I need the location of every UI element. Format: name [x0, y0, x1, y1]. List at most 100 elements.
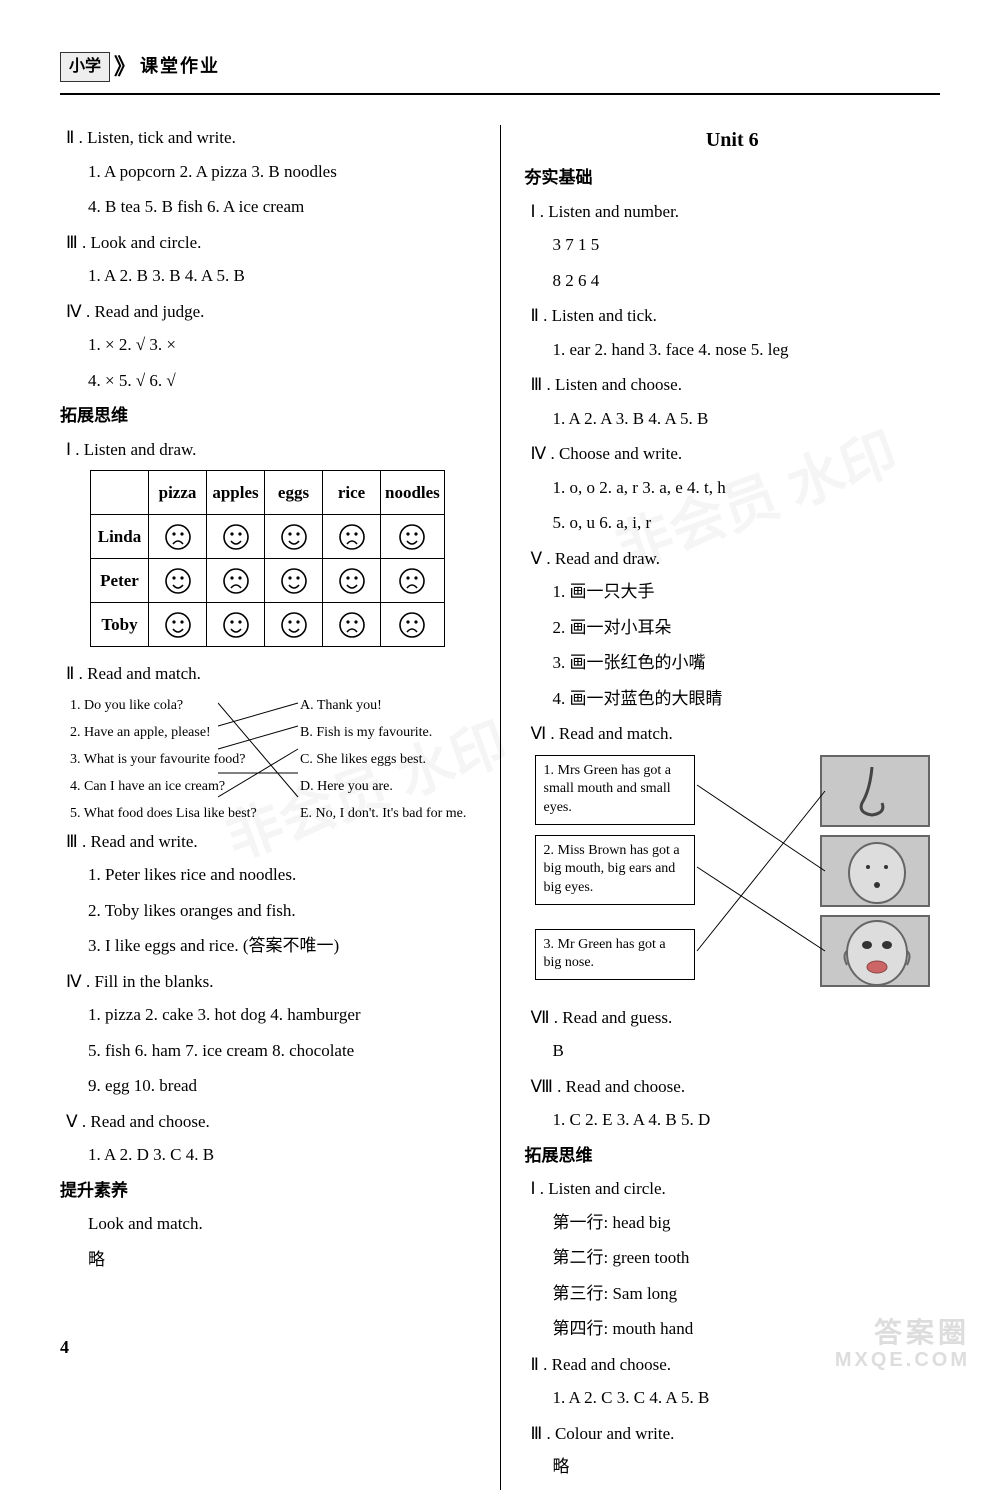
header-text: 课堂作业: [140, 53, 220, 80]
rm-box-2: 2. Miss Brown has got a big mouth, big e…: [535, 835, 695, 906]
q-rtz3-title: Ⅲ . Colour and write.: [525, 1421, 941, 1447]
match-lines: [218, 695, 318, 815]
q-r1-l2: 8 2 6 4: [525, 268, 941, 294]
happy-face-icon: [265, 603, 323, 647]
q-tz4-l2: 5. fish 6. ham 7. ice cream 8. chocolate: [60, 1038, 476, 1064]
q-tz3-l2: 2. Toby likes oranges and fish.: [60, 898, 476, 924]
read-match-block: 1. Mrs Green has got a small mouth and s…: [525, 755, 941, 995]
mr-a: A. Thank you!: [300, 695, 500, 716]
row-linda: Linda: [91, 515, 445, 559]
q-r1-l1: 3 7 1 5: [525, 232, 941, 258]
q-r4-l1: 1. o, o 2. a, r 3. a, e 4. t, h: [525, 475, 941, 501]
right-column: Unit 6 夯实基础 Ⅰ . Listen and number. 3 7 1…: [525, 125, 941, 1490]
q-ts1-l1: 略: [60, 1247, 476, 1273]
q-r5-l4: 4. 画一对蓝色的大眼睛: [525, 686, 941, 712]
left-tuozhan-heading: 拓展思维: [60, 403, 476, 429]
page-header: 小学 》 课堂作业: [60, 50, 940, 83]
q-l2-title: Ⅱ . Listen, tick and write.: [60, 125, 476, 151]
mr-e: E. No, I don't. It's bad for me.: [300, 803, 500, 824]
q-rtz3-l1: 略: [525, 1454, 941, 1480]
left-tisheng-heading: 提升素养: [60, 1178, 476, 1204]
wm-bot: MXQE.COM: [835, 1349, 970, 1371]
rm-box-1: 1. Mrs Green has got a small mouth and s…: [535, 755, 695, 826]
rm-box-3: 3. Mr Green has got a big nose.: [535, 929, 695, 981]
header-chevron: 》: [114, 50, 136, 83]
q-l2-line2: 4. B tea 5. B fish 6. A ice cream: [60, 194, 476, 220]
q-tz3-title: Ⅲ . Read and write.: [60, 829, 476, 855]
mr-b: B. Fish is my favourite.: [300, 722, 500, 743]
mr-c: C. She likes eggs best.: [300, 749, 500, 770]
sad-face-icon: [381, 559, 445, 603]
sad-face-icon: [149, 515, 207, 559]
happy-face-icon: [149, 603, 207, 647]
sad-face-icon: [323, 515, 381, 559]
row-toby: Toby: [91, 603, 445, 647]
row-name: Peter: [91, 559, 149, 603]
q-tz5-title: Ⅴ . Read and choose.: [60, 1109, 476, 1135]
q-r4-l2: 5. o, u 6. a, i, r: [525, 510, 941, 536]
row-name: Toby: [91, 603, 149, 647]
q-r8-title: Ⅷ . Read and choose.: [525, 1074, 941, 1100]
happy-face-icon: [381, 515, 445, 559]
th-apples: apples: [207, 471, 265, 515]
row-peter: Peter: [91, 559, 445, 603]
rm-img-face-big: [820, 915, 930, 987]
sad-face-icon: [207, 559, 265, 603]
wm-top: 答案圈: [874, 1317, 970, 1348]
happy-face-icon: [207, 515, 265, 559]
q-r4-title: Ⅳ . Choose and write.: [525, 441, 941, 467]
page-number: 4: [60, 1334, 69, 1361]
q-l3-line1: 1. A 2. B 3. B 4. A 5. B: [60, 263, 476, 289]
q-r7-title: Ⅶ . Read and guess.: [525, 1005, 941, 1031]
q-r5-l3: 3. 画一张红色的小嘴: [525, 650, 941, 676]
th-blank: [91, 471, 149, 515]
preference-table: pizza apples eggs rice noodles Linda Pet…: [90, 470, 445, 647]
q-tz4-l1: 1. pizza 2. cake 3. hot dog 4. hamburger: [60, 1002, 476, 1028]
q-tz3-l1: 1. Peter likes rice and noodles.: [60, 862, 476, 888]
q-l4-line2: 4. × 5. √ 6. √: [60, 368, 476, 394]
q-rtz1-title: Ⅰ . Listen and circle.: [525, 1176, 941, 1202]
rm-img-face-small: [820, 835, 930, 907]
q-l4-line1: 1. × 2. √ 3. ×: [60, 332, 476, 358]
happy-face-icon: [207, 603, 265, 647]
left-column: Ⅱ . Listen, tick and write. 1. A popcorn…: [60, 125, 476, 1490]
th-eggs: eggs: [265, 471, 323, 515]
q-tz3-l3: 3. I like eggs and rice. (答案不唯一): [60, 933, 476, 959]
happy-face-icon: [149, 559, 207, 603]
q-rtz1-l2: 第二行: green tooth: [525, 1245, 941, 1271]
rm-img-nose: [820, 755, 930, 827]
q-rtz1-l1: 第一行: head big: [525, 1210, 941, 1236]
happy-face-icon: [323, 559, 381, 603]
q-tz1-title: Ⅰ . Listen and draw.: [60, 437, 476, 463]
q-tz4-l3: 9. egg 10. bread: [60, 1073, 476, 1099]
happy-face-icon: [265, 515, 323, 559]
happy-face-icon: [265, 559, 323, 603]
q-r5-l2: 2. 画一对小耳朵: [525, 615, 941, 641]
sad-face-icon: [381, 603, 445, 647]
q-r1-title: Ⅰ . Listen and number.: [525, 199, 941, 225]
match-block: 1. Do you like cola? 2. Have an apple, p…: [70, 695, 476, 817]
q-rtz1-l3: 第三行: Sam long: [525, 1281, 941, 1307]
q-tz5-l1: 1. A 2. D 3. C 4. B: [60, 1142, 476, 1168]
unit-title: Unit 6: [525, 125, 941, 155]
corner-watermark: 答案圈 MXQE.COM: [835, 1318, 970, 1371]
match-right-list: A. Thank you! B. Fish is my favourite. C…: [300, 695, 500, 824]
header-rule: [60, 93, 940, 95]
q-r2-title: Ⅱ . Listen and tick.: [525, 303, 941, 329]
q-r7-l1: B: [525, 1038, 941, 1064]
q-l3-title: Ⅲ . Look and circle.: [60, 230, 476, 256]
th-rice: rice: [323, 471, 381, 515]
q-tz2-title: Ⅱ . Read and match.: [60, 661, 476, 687]
q-tz4-title: Ⅳ . Fill in the blanks.: [60, 969, 476, 995]
q-rtz2-l1: 1. A 2. C 3. C 4. A 5. B: [525, 1385, 941, 1411]
q-r5-l1: 1. 画一只大手: [525, 579, 941, 605]
q-r3-l1: 1. A 2. A 3. B 4. A 5. B: [525, 406, 941, 432]
q-l4-title: Ⅳ . Read and judge.: [60, 299, 476, 325]
mr-d: D. Here you are.: [300, 776, 500, 797]
q-r3-title: Ⅲ . Listen and choose.: [525, 372, 941, 398]
header-box: 小学: [60, 52, 110, 82]
right-hangshi-heading: 夯实基础: [525, 165, 941, 191]
th-pizza: pizza: [149, 471, 207, 515]
q-r5-title: Ⅴ . Read and draw.: [525, 546, 941, 572]
sad-face-icon: [323, 603, 381, 647]
